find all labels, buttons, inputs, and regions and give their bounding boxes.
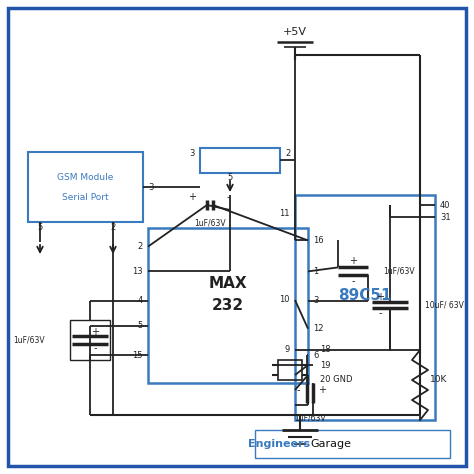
Text: +5V: +5V (283, 27, 307, 37)
Text: -: - (351, 276, 355, 286)
Text: 12: 12 (313, 324, 323, 333)
Text: +: + (376, 292, 384, 302)
Bar (28, 152, 143, 222)
Text: 4: 4 (138, 296, 143, 305)
Bar (148, 228, 308, 383)
Text: +: + (188, 192, 196, 202)
Text: 1uF/63V: 1uF/63V (194, 219, 226, 228)
Text: +: + (318, 385, 326, 395)
Text: +: + (349, 256, 357, 266)
Text: 15: 15 (133, 351, 143, 360)
Text: 6: 6 (313, 351, 319, 360)
Text: 2: 2 (138, 242, 143, 251)
Text: Serial Port: Serial Port (62, 192, 109, 201)
Text: -: - (93, 343, 97, 353)
Text: 10uF/ 63V: 10uF/ 63V (425, 301, 464, 310)
Text: Garage: Garage (310, 439, 351, 449)
Text: 5: 5 (138, 321, 143, 330)
Text: GSM Module: GSM Module (57, 173, 113, 182)
Text: 232: 232 (212, 299, 244, 313)
Bar (278, 360, 302, 380)
Text: 10: 10 (280, 295, 290, 304)
Text: 89C51: 89C51 (338, 288, 392, 302)
Text: 10K: 10K (430, 375, 447, 384)
Bar (255, 430, 450, 458)
Text: 18: 18 (320, 346, 331, 355)
Text: 1uF/63V: 1uF/63V (294, 413, 326, 422)
Text: 11: 11 (280, 209, 290, 218)
Text: 5: 5 (228, 173, 233, 182)
Text: Engineers: Engineers (248, 439, 310, 449)
Text: 20 GND: 20 GND (320, 375, 353, 384)
Text: 3: 3 (313, 296, 319, 305)
Text: 31: 31 (440, 212, 451, 221)
Text: 1uF/63V: 1uF/63V (13, 336, 45, 345)
Text: +: + (91, 327, 99, 337)
Text: 13: 13 (132, 267, 143, 276)
Text: -: - (226, 192, 230, 202)
Text: 2: 2 (110, 222, 116, 231)
Text: -: - (296, 385, 300, 395)
Bar (200, 148, 280, 173)
Text: 9: 9 (285, 346, 290, 355)
Bar (70, 320, 110, 360)
Text: -: - (378, 308, 382, 318)
Text: 1uF/63V: 1uF/63V (383, 267, 415, 276)
Text: 40: 40 (440, 201, 450, 210)
Text: MAX: MAX (209, 275, 247, 291)
Text: 1: 1 (313, 267, 318, 276)
Text: 2: 2 (285, 148, 290, 157)
Text: 3: 3 (148, 182, 154, 191)
Text: 3: 3 (190, 148, 195, 157)
Bar (295, 195, 435, 420)
Text: 19: 19 (320, 361, 330, 370)
Text: 5: 5 (37, 222, 43, 231)
Text: 16: 16 (313, 236, 324, 245)
